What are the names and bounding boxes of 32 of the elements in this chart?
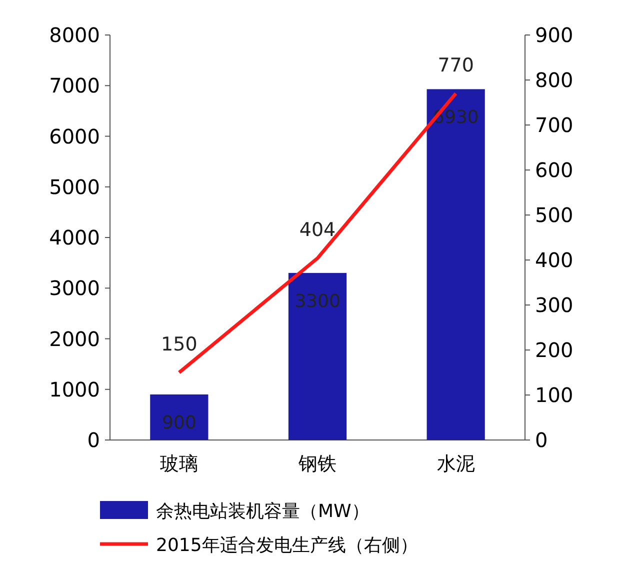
data-label: 900 bbox=[162, 412, 196, 434]
x-tick-label: 水泥 bbox=[436, 453, 475, 475]
y2-tick-label: 400 bbox=[535, 248, 574, 272]
y-tick-label: 5000 bbox=[49, 174, 100, 199]
y2-tick-label: 700 bbox=[535, 113, 574, 137]
bar bbox=[150, 394, 208, 440]
y-tick-label: 8000 bbox=[49, 23, 100, 47]
y-tick-label: 0 bbox=[87, 428, 100, 452]
y-tick-label: 3000 bbox=[49, 276, 100, 300]
bar bbox=[426, 89, 485, 440]
legend-label: 余热电站装机容量（MW） bbox=[156, 501, 370, 522]
y-tick-label: 7000 bbox=[49, 74, 100, 98]
bar bbox=[288, 272, 347, 440]
legend-label: 2015年适合发电生产线（右侧） bbox=[156, 535, 418, 556]
y2-tick-label: 900 bbox=[535, 23, 574, 47]
x-tick-label: 玻璃 bbox=[160, 453, 198, 475]
data-label: 150 bbox=[161, 334, 198, 356]
y2-tick-label: 200 bbox=[535, 338, 574, 362]
y2-tick-label: 600 bbox=[535, 158, 574, 182]
y2-tick-label: 800 bbox=[535, 68, 574, 92]
y2-tick-label: 500 bbox=[535, 203, 574, 227]
y-tick-label: 6000 bbox=[49, 124, 100, 148]
data-label: 404 bbox=[299, 219, 336, 242]
y2-tick-label: 100 bbox=[535, 383, 574, 407]
data-label: 770 bbox=[438, 54, 474, 76]
y2-tick-label: 0 bbox=[535, 428, 548, 452]
y-tick-label: 1000 bbox=[49, 377, 100, 402]
y-tick-label: 2000 bbox=[49, 326, 100, 351]
data-label: 3300 bbox=[294, 290, 340, 312]
y-tick-label: 4000 bbox=[49, 226, 100, 250]
x-tick-label: 钢铁 bbox=[298, 453, 336, 475]
y2-tick-label: 300 bbox=[535, 293, 574, 317]
